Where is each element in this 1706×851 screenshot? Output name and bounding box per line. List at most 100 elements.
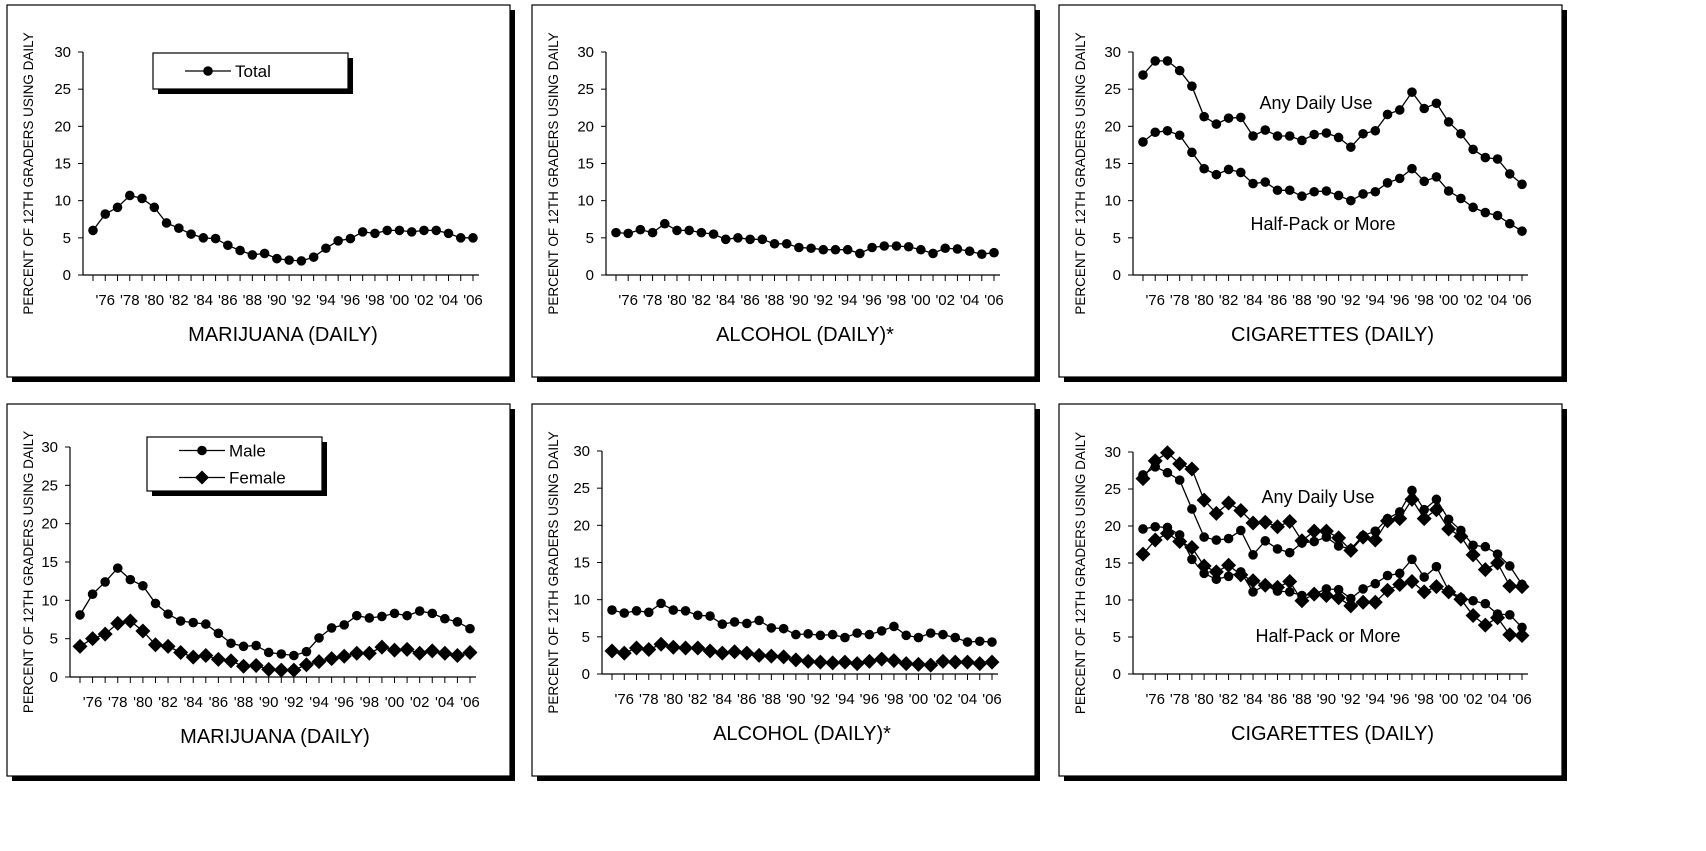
data-point-diamond [1172,534,1188,550]
data-point-circle [791,629,801,640]
data-point-circle [659,218,670,229]
data-point-circle [201,619,211,629]
legend-marker-diamond [195,470,209,485]
data-point-circle [696,227,707,238]
data-point-circle [1211,535,1222,545]
data-point-circle [672,225,682,236]
data-point-circle [962,637,973,647]
y-tick-label: 10 [41,592,58,609]
data-point-diamond [812,654,828,670]
y-tick-label: 15 [54,156,71,173]
data-point-diamond [690,640,706,656]
data-point-diamond [462,644,478,660]
x-tick-label: '06 [982,691,1002,708]
data-point-diamond [1233,502,1249,518]
data-point-circle [827,629,838,640]
data-point-circle [938,629,948,640]
data-point-circle [1394,173,1405,184]
data-point-circle [1174,475,1185,485]
data-point-circle [1346,195,1356,206]
data-point-diamond [210,651,226,667]
data-point-diamond [1380,582,1396,598]
data-point-circle [308,252,319,262]
data-point-circle [1150,56,1161,66]
data-point-diamond [763,648,779,664]
data-point-circle [913,632,924,643]
data-point-diamond [714,645,730,661]
x-tick-label: '00 [909,691,929,708]
data-point-circle [1248,550,1258,560]
data-point-circle [1297,135,1307,146]
data-point-circle [1199,163,1209,174]
panel-frame [531,403,1036,777]
data-point-circle [1358,189,1368,199]
x-tick-label: '06 [1512,691,1532,708]
y-tick-label: 20 [1104,118,1121,135]
panel-marijuana-gender: 0 5 10 15 20 25 30 '76 '78 '80 '82 '84 '86 '88 '90 '92 '… [6,403,515,781]
data-point-circle [1504,610,1515,620]
y-tick-label: 20 [573,517,590,534]
data-point-diamond [223,653,239,669]
data-point-diamond [1147,453,1163,469]
data-point-circle [1248,178,1258,189]
data-point-circle [1272,185,1283,196]
data-point-diamond [1245,573,1261,589]
x-tick-label: '00 [911,292,931,309]
data-point-circle [263,647,274,658]
data-point-circle [382,225,392,236]
data-point-circle [1468,144,1478,155]
x-tick-label: '04 [960,292,980,309]
x-tick-label: '98 [884,691,904,708]
y-tick-label: 30 [1104,44,1121,61]
x-tick-label: '86 [1268,292,1288,309]
data-point-circle [1480,207,1491,218]
x-tick-label: '02 [410,694,430,711]
x-tick-label: '98 [1414,292,1434,309]
data-point-circle [1333,132,1344,143]
x-tick-label: '90 [267,292,287,309]
data-point-diamond [604,643,620,659]
y-axis-label: PERCENT OF 12TH GRADERS USING DAILY [21,431,36,713]
data-point-circle [1236,167,1246,178]
data-point-circle [1419,176,1429,187]
data-point-circle [864,629,875,640]
x-tick-label: '80 [133,694,153,711]
data-point-circle [1517,622,1527,633]
data-point-diamond [1331,590,1347,606]
x-tick-label: '04 [439,292,459,309]
data-point-circle [1187,554,1197,565]
data-point-diamond [678,640,694,656]
data-point-circle [1382,570,1393,581]
data-point-diamond [1196,558,1212,574]
x-tick-label: '96 [334,694,354,711]
data-point-circle [631,606,642,616]
data-point-circle [377,611,387,622]
data-point-diamond [739,645,755,661]
data-point-circle [840,632,850,643]
data-point-diamond [1208,564,1224,580]
x-tick-label: '78 [108,694,128,711]
y-axis-label: PERCENT OF 12TH GRADERS USING DAILY [546,32,561,314]
x-tick-label: '88 [1292,292,1312,309]
data-point-diamond [1514,579,1530,595]
data-point-diamond [1269,579,1285,595]
x-tick-label: '94 [1366,691,1386,708]
x-tick-label: '96 [341,292,361,309]
x-tick-label: '06 [984,292,1004,309]
data-point-circle [1407,485,1417,496]
data-point-diamond [135,623,151,639]
data-point-circle [138,580,148,591]
data-point-circle [1187,504,1197,514]
data-point-diamond [947,654,963,670]
data-point-diamond [898,656,914,672]
data-point-diamond [1355,594,1371,610]
data-point-diamond [1257,577,1273,593]
data-point-circle [1272,131,1283,141]
data-point-diamond [437,645,453,661]
data-point-circle [925,628,936,638]
data-point-circle [1504,169,1515,179]
data-point-circle [656,598,666,609]
y-tick-label: 10 [577,193,594,210]
annotation-label: Any Daily Use [1259,93,1372,113]
